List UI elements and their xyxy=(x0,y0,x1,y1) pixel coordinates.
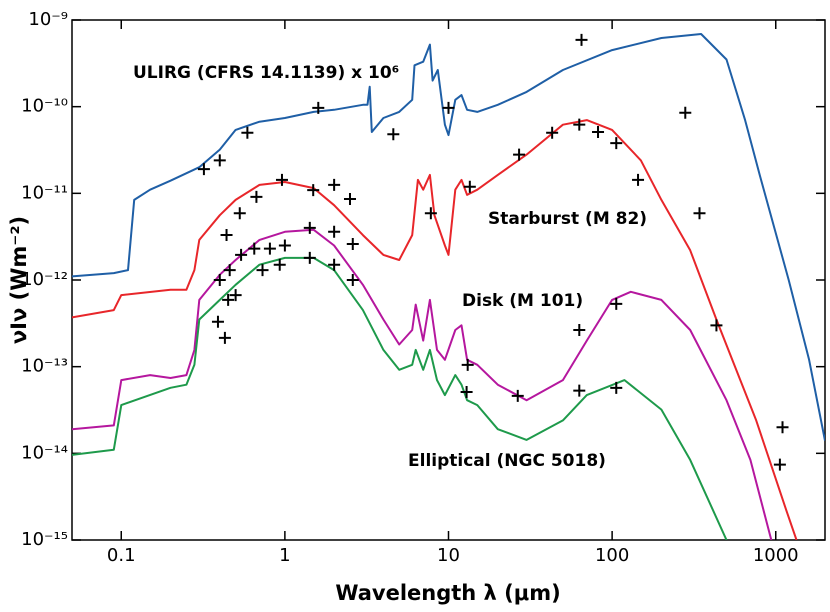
data-point xyxy=(328,178,341,191)
data-point xyxy=(312,101,325,114)
data-point xyxy=(235,248,248,261)
data-point xyxy=(610,297,623,310)
data-point xyxy=(346,238,359,251)
data-point xyxy=(218,331,231,344)
data-point xyxy=(229,289,242,302)
data-point xyxy=(233,207,246,220)
data-point xyxy=(241,126,254,139)
data-point xyxy=(710,319,723,332)
data-point xyxy=(460,386,473,399)
data-point xyxy=(346,274,359,286)
series-label: Elliptical (NGC 5018) xyxy=(408,451,606,471)
data-point xyxy=(511,389,524,402)
data-point xyxy=(273,258,286,271)
data-point xyxy=(773,458,786,471)
data-point xyxy=(776,421,789,434)
x-tick-label: 100 xyxy=(595,545,629,566)
data-point xyxy=(256,264,269,277)
x-tick-label: 10 xyxy=(437,545,460,566)
x-tick-label: 0.1 xyxy=(107,545,136,566)
data-point xyxy=(328,258,341,271)
data-point xyxy=(220,229,233,242)
x-tick-label: 1 xyxy=(279,545,290,566)
data-point xyxy=(424,207,437,220)
data-point xyxy=(461,358,474,371)
data-point xyxy=(307,184,320,197)
data-point xyxy=(693,207,706,220)
series-line xyxy=(72,119,798,540)
data-point xyxy=(610,137,623,150)
series-line xyxy=(72,33,825,441)
data-point xyxy=(592,126,605,139)
data-point xyxy=(250,190,263,203)
data-point xyxy=(513,148,526,161)
data-point xyxy=(223,264,236,277)
series-line xyxy=(72,256,728,540)
data-point xyxy=(263,242,276,255)
y-tick-label: 10⁻¹⁵ xyxy=(21,529,68,550)
data-point xyxy=(211,315,224,328)
x-tick-label: 1000 xyxy=(753,545,799,566)
data-point xyxy=(575,33,588,46)
series-label: Disk (M 101) xyxy=(462,291,583,311)
series-line xyxy=(72,228,773,540)
data-point xyxy=(213,154,226,167)
data-point xyxy=(303,251,316,264)
data-point xyxy=(632,173,645,186)
data-point xyxy=(442,101,455,114)
data-point xyxy=(278,239,291,252)
data-point xyxy=(387,128,400,141)
data-point xyxy=(248,242,261,255)
y-tick-label: 10⁻¹¹ xyxy=(21,182,68,203)
data-point xyxy=(573,384,586,397)
data-point xyxy=(303,221,316,234)
y-tick-label: 10⁻¹³ xyxy=(21,356,68,377)
y-tick-label: 10⁻¹⁰ xyxy=(21,96,68,117)
y-tick-label: 10⁻⁹ xyxy=(28,9,68,30)
data-point xyxy=(328,225,341,238)
y-tick-label: 10⁻¹² xyxy=(21,269,68,290)
data-point xyxy=(573,118,586,131)
data-point xyxy=(343,193,356,206)
data-point xyxy=(679,106,692,119)
y-axis-label: νIν (Wm⁻²) xyxy=(7,216,31,344)
data-point xyxy=(275,173,288,186)
data-point xyxy=(610,381,623,394)
data-point xyxy=(222,293,235,306)
series-label: Starburst (M 82) xyxy=(488,209,647,229)
series-label: ULIRG (CFRS 14.1139) x 10⁶ xyxy=(133,63,399,83)
data-point xyxy=(573,323,586,336)
y-tick-label: 10⁻¹⁴ xyxy=(21,442,68,463)
data-point xyxy=(197,163,210,176)
x-axis-label: Wavelength λ (μm) xyxy=(335,581,560,605)
data-point xyxy=(463,180,476,193)
data-point xyxy=(213,274,226,286)
data-point xyxy=(546,126,559,139)
